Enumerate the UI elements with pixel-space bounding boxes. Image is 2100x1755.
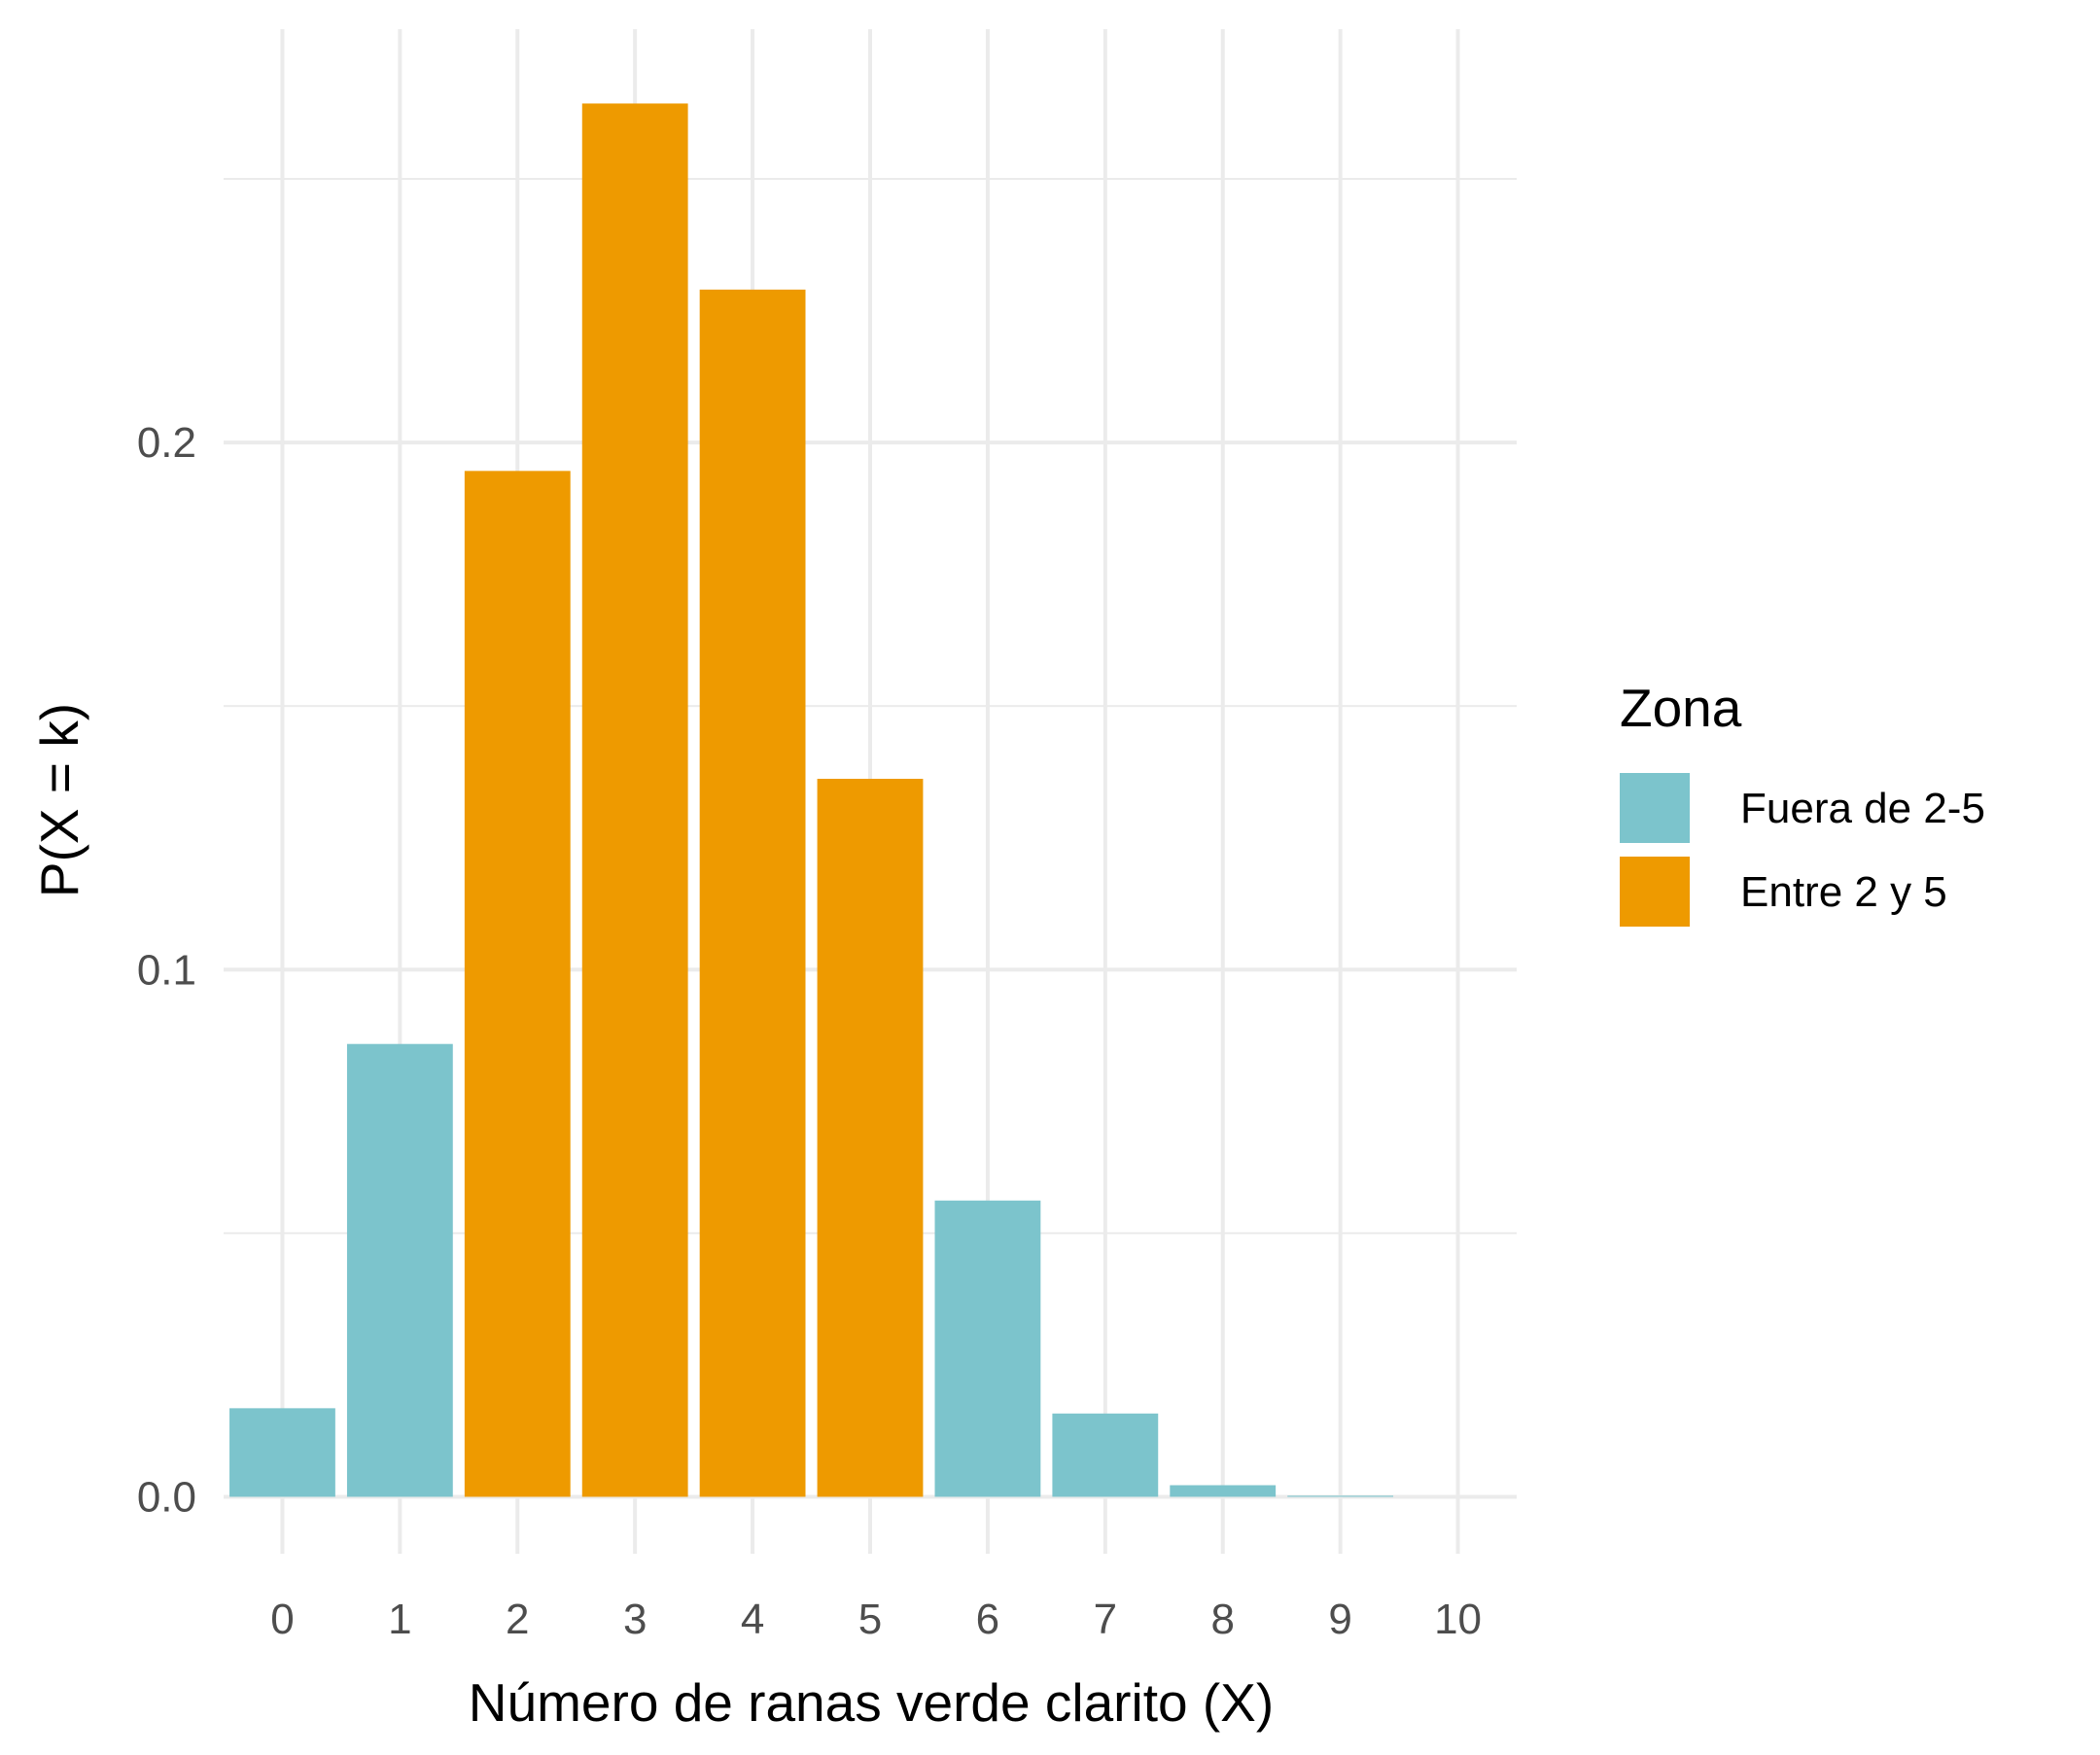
x-tick-label: 1 [388,1596,411,1643]
x-tick-label: 6 [976,1596,999,1643]
bar-2 [465,471,571,1496]
x-tick-label: 3 [623,1596,647,1643]
legend-title: Zona [1620,678,1742,738]
x-tick-label: 7 [1094,1596,1117,1643]
y-tick-label: 0.1 [137,946,196,994]
bar-6 [935,1201,1041,1497]
y-axis-title: P(X = k) [29,703,89,897]
legend-swatch [1620,857,1690,927]
legend-label: Fuera de 2-5 [1740,785,1985,832]
legend-label: Entre 2 y 5 [1740,868,1947,916]
x-axis-title: Número de ranas verde clarito (X) [469,1672,1274,1733]
x-tick-label: 9 [1328,1596,1351,1643]
bar-4 [700,290,806,1497]
bar-0 [229,1408,335,1496]
bar-3 [582,103,688,1496]
x-tick-label: 0 [270,1596,294,1643]
bar-8 [1170,1486,1276,1497]
y-tick-label: 0.0 [137,1473,196,1521]
x-tick-label: 2 [506,1596,529,1643]
legend-swatch [1620,773,1690,843]
x-tick-label: 5 [858,1596,882,1643]
bar-5 [818,779,924,1496]
x-tick-label: 10 [1434,1596,1482,1643]
x-tick-label: 4 [741,1596,764,1643]
x-tick-label: 8 [1210,1596,1234,1643]
bar-9 [1287,1495,1393,1496]
bar-1 [347,1044,453,1497]
bar-7 [1052,1414,1158,1497]
y-tick-label: 0.2 [137,419,196,467]
